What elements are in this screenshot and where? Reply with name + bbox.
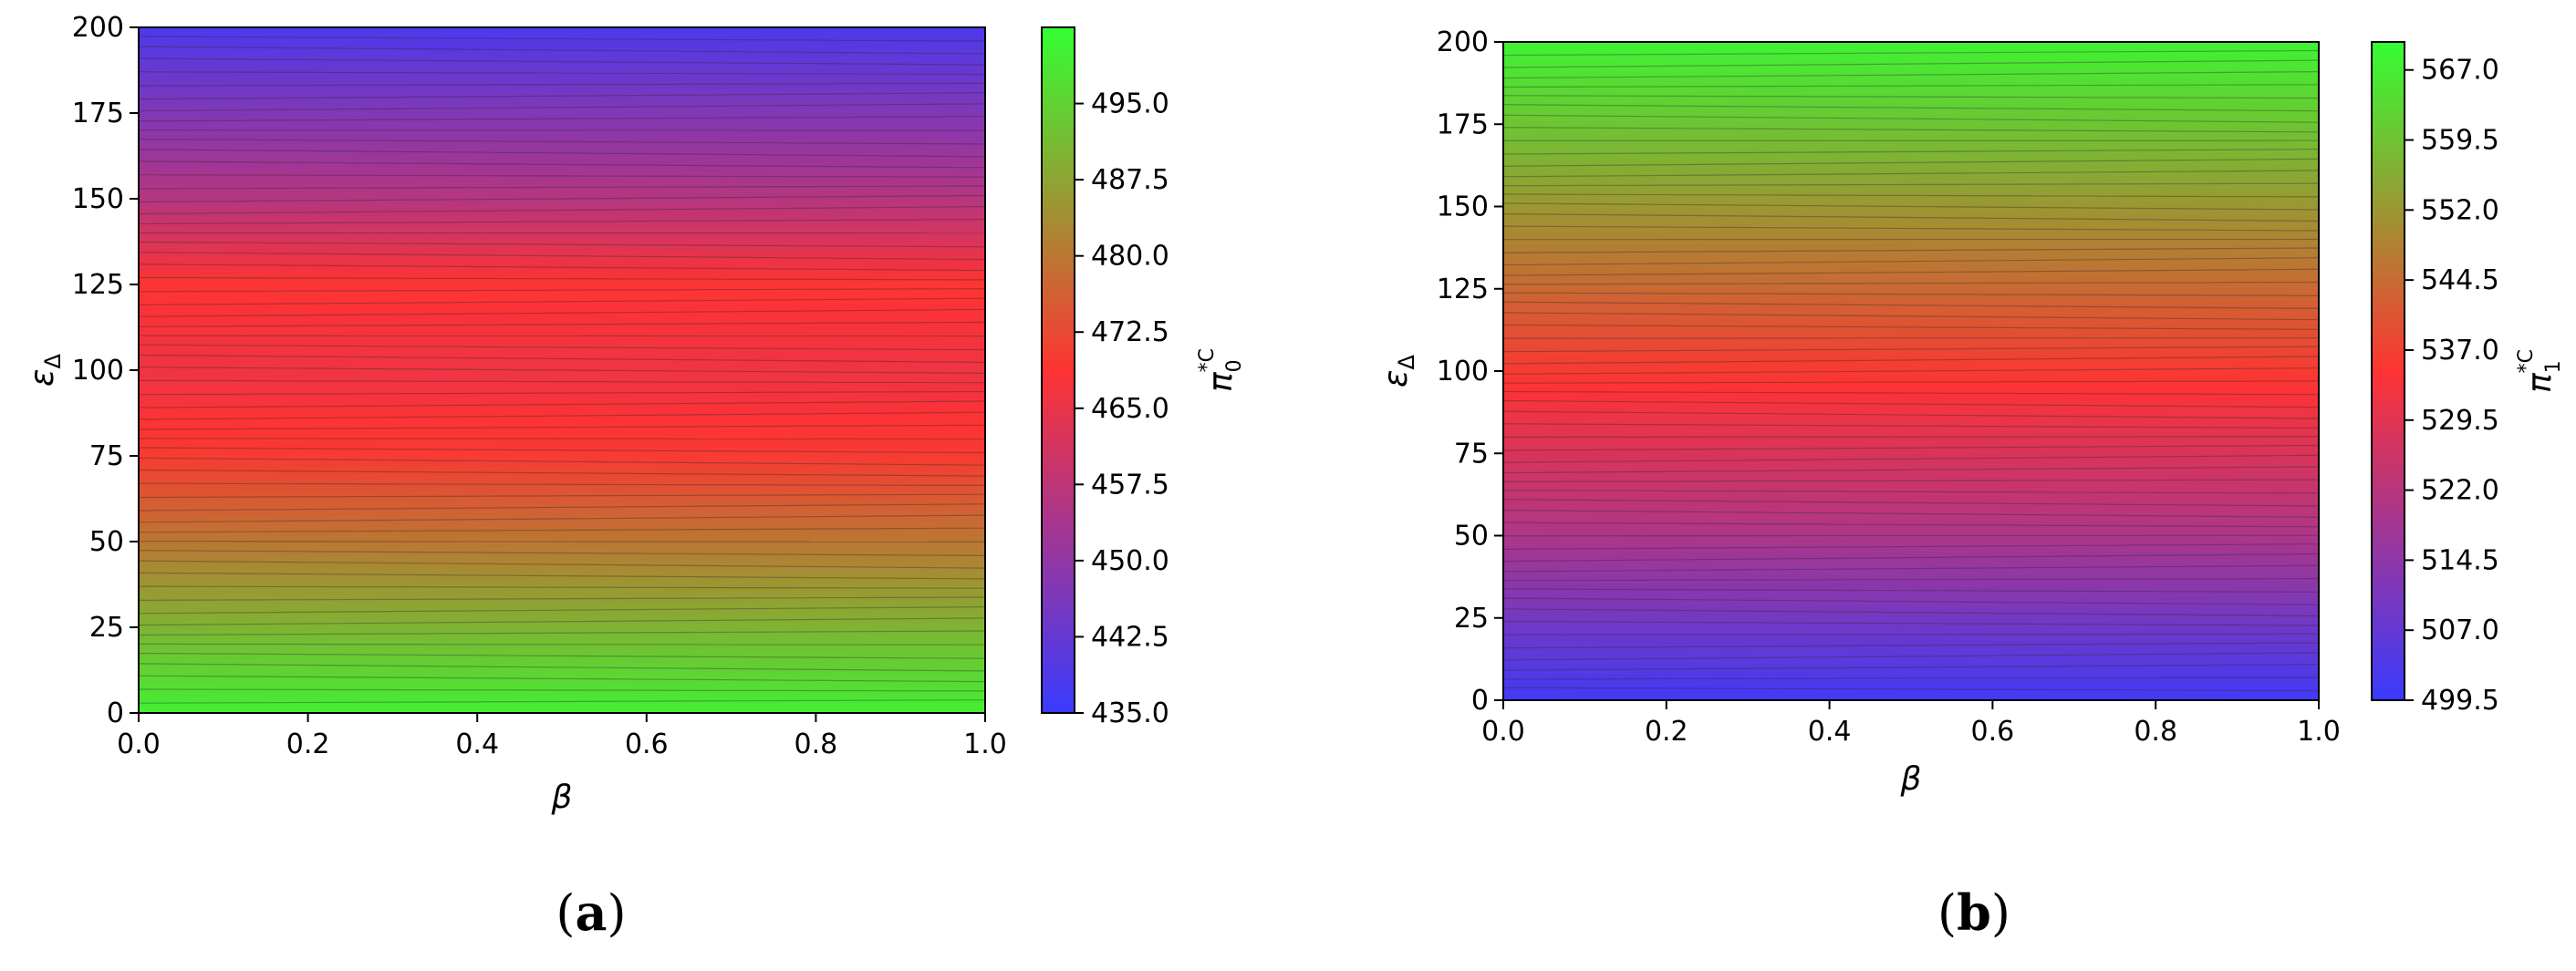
y-axis-label-b: εΔ <box>1377 354 1419 387</box>
colorbar-tick-label: 499.5 <box>2421 685 2499 717</box>
y-tick-label: 0 <box>107 697 124 729</box>
x-tick-label: 0.4 <box>455 728 499 760</box>
colorbar-tick-label: 559.5 <box>2421 125 2499 157</box>
y-tick-label: 50 <box>89 526 124 558</box>
colorbar-label-b: π1*C <box>2515 349 2565 393</box>
x-tick-label: 0.2 <box>286 728 330 760</box>
y-tick-label: 150 <box>1437 191 1489 223</box>
svg-text:π1*C: π1*C <box>2515 349 2565 393</box>
colorbar-label-a: π0*C <box>1196 348 1246 392</box>
contour-line <box>139 644 985 645</box>
colorbar-tick-label: 507.0 <box>2421 615 2499 646</box>
colorbar-tick-label: 495.0 <box>1091 88 1169 120</box>
colorbar-tick-label: 529.5 <box>2421 405 2499 437</box>
contour-line <box>1503 437 2319 438</box>
x-tick-label: 1.0 <box>963 728 1007 760</box>
x-tick-label: 0.0 <box>1481 716 1525 748</box>
x-axis-ticks-b: 0.0 0.2 0.4 0.6 0.8 1.0 <box>1481 700 2341 748</box>
svg-text:π0*C: π0*C <box>1196 348 1246 392</box>
colorbar-tick-label: 457.5 <box>1091 469 1169 501</box>
y-axis-label-a: εΔ <box>24 353 66 386</box>
y-tick-label: 75 <box>89 440 124 472</box>
x-axis-ticks-a: 0.0 0.2 0.4 0.6 0.8 1.0 <box>117 713 1007 760</box>
y-tick-label: 25 <box>89 612 124 644</box>
colorbar-ticks-a: 435.0 442.5 450.0 457.5 465.0 472.5 480.0 487.5… <box>1075 88 1169 729</box>
y-tick-label: 200 <box>72 12 124 44</box>
y-tick-label: 50 <box>1454 521 1489 553</box>
colorbar-tick-label: 442.5 <box>1091 621 1169 653</box>
y-tick-label: 125 <box>1437 274 1489 305</box>
svg-text:εΔ: εΔ <box>1377 354 1419 387</box>
y-axis-ticks-a: 0 25 50 75 100 125 150 175 200 <box>72 12 139 729</box>
colorbar-tick-label: 487.5 <box>1091 164 1169 196</box>
y-tick-label: 75 <box>1454 438 1489 470</box>
y-tick-label: 125 <box>72 269 124 301</box>
colorbar-tick-label: 522.0 <box>2421 475 2499 507</box>
colorbar-tick-label: 450.0 <box>1091 545 1169 577</box>
panel-a: 0.0 0.2 0.4 0.6 0.8 1.0 0 25 50 75 100 125 150 175 20… <box>0 0 1288 971</box>
colorbar-tick-label: 552.0 <box>2421 194 2499 226</box>
x-tick-label: 1.0 <box>2297 716 2341 748</box>
colorbar-a <box>1042 27 1075 713</box>
colorbar-tick-label: 514.5 <box>2421 544 2499 576</box>
panel-label-b: (b) <box>1937 883 2010 942</box>
colorbar-ticks-b: 499.5 507.0 514.5 522.0 529.5 537.0 544.5 552.0… <box>2405 55 2499 717</box>
colorbar-tick-label: 537.0 <box>2421 335 2499 367</box>
y-tick-label: 175 <box>1437 108 1489 140</box>
x-tick-label: 0.6 <box>625 728 669 760</box>
y-tick-label: 175 <box>72 98 124 129</box>
y-tick-label: 200 <box>1437 26 1489 58</box>
contour-line <box>1503 535 2319 536</box>
contour-line <box>1503 634 2319 635</box>
x-axis-label-a: β <box>551 779 573 816</box>
colorbar-tick-label: 480.0 <box>1091 241 1169 273</box>
x-tick-label: 0.6 <box>1971 716 2015 748</box>
panel-label-a: (a) <box>556 883 626 942</box>
colorbar-tick-label: 544.5 <box>2421 264 2499 296</box>
x-axis-label-b: β <box>1900 760 1922 798</box>
y-tick-label: 100 <box>1437 356 1489 387</box>
y-tick-label: 150 <box>72 183 124 215</box>
chart-b: 0.0 0.2 0.4 0.6 0.8 1.0 0 25 50 75 100 125 150 175 20… <box>1288 0 2576 967</box>
colorbar-tick-label: 567.0 <box>2421 55 2499 87</box>
x-tick-label: 0.8 <box>795 728 838 760</box>
x-tick-label: 0.2 <box>1645 716 1688 748</box>
colorbar-tick-label: 465.0 <box>1091 393 1169 425</box>
svg-text:εΔ: εΔ <box>24 353 66 386</box>
y-tick-label: 100 <box>72 355 124 387</box>
colorbar-b <box>2372 42 2405 700</box>
colorbar-tick-label: 435.0 <box>1091 697 1169 729</box>
colorbar-tick-label: 472.5 <box>1091 316 1169 348</box>
panel-b: 0.0 0.2 0.4 0.6 0.8 1.0 0 25 50 75 100 125 150 175 20… <box>1288 0 2576 971</box>
x-tick-label: 0.8 <box>2134 716 2177 748</box>
y-tick-label: 0 <box>1471 685 1489 717</box>
x-tick-label: 0.4 <box>1808 716 1852 748</box>
y-tick-label: 25 <box>1454 603 1489 635</box>
chart-a: 0.0 0.2 0.4 0.6 0.8 1.0 0 25 50 75 100 125 150 175 20… <box>0 0 1288 967</box>
y-axis-ticks-b: 0 25 50 75 100 125 150 175 200 <box>1437 26 1503 717</box>
x-tick-label: 0.0 <box>117 728 161 760</box>
